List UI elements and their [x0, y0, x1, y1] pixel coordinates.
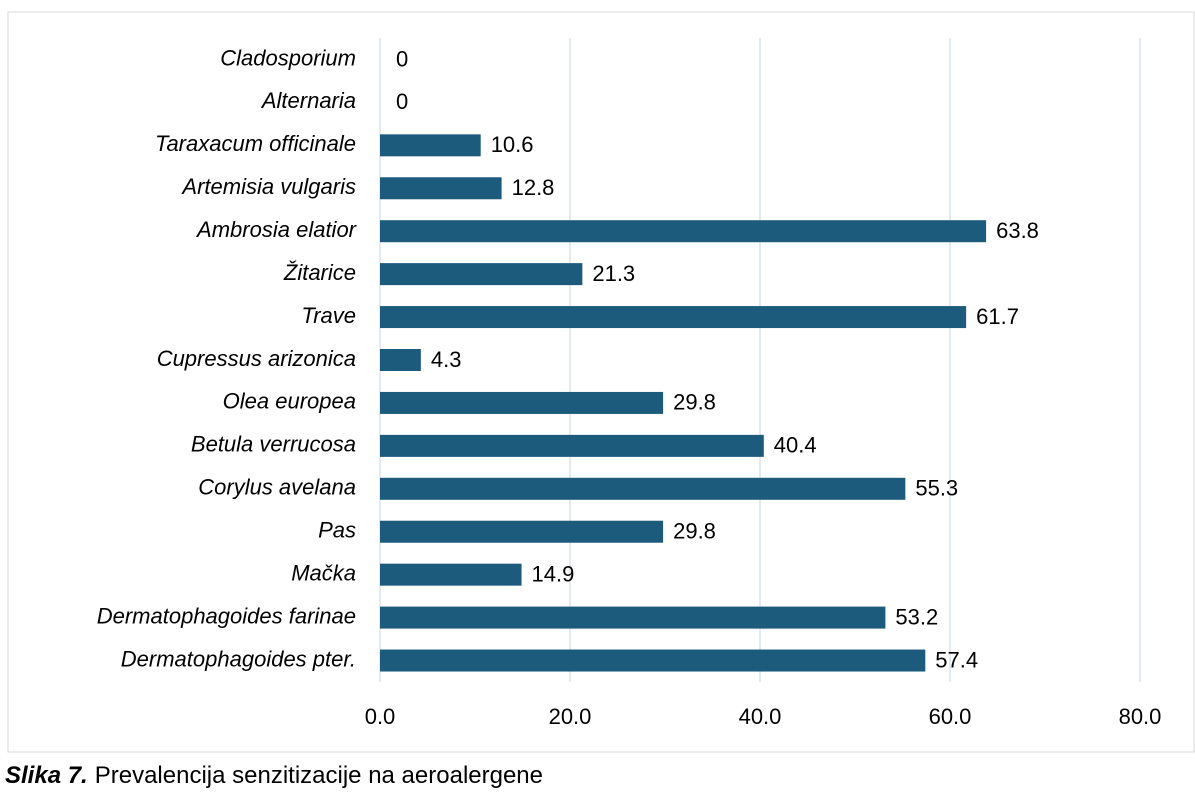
- y-tick-label: Žitarice: [283, 260, 356, 285]
- y-tick-label: Cladosporium: [220, 45, 356, 70]
- value-label: 55.3: [915, 476, 958, 501]
- y-tick-label: Betula verrucosa: [191, 432, 356, 457]
- value-label: 61.7: [976, 304, 1019, 329]
- bar: [380, 263, 583, 286]
- bar: [380, 349, 421, 371]
- value-label: 12.8: [512, 175, 555, 200]
- plot: 0.0 20.0 40.0 60.0 80.0 Cladosporium 0 Alternar…: [97, 38, 1162, 729]
- value-label: 14.9: [532, 561, 575, 586]
- y-tick-label: Corylus avelana: [198, 475, 356, 500]
- x-tick-label: 40.0: [739, 704, 782, 729]
- bar: [380, 477, 906, 500]
- value-label: 57.4: [935, 647, 978, 672]
- y-tick-label: Mačka: [291, 560, 356, 585]
- bar: [380, 134, 481, 157]
- y-tick-label: Cupressus arizonica: [157, 346, 356, 371]
- bar: [380, 434, 764, 457]
- bar: [380, 391, 664, 414]
- bar: [380, 606, 886, 629]
- x-tick-label: 80.0: [1119, 704, 1162, 729]
- value-label: 40.4: [774, 433, 817, 458]
- value-label: 53.2: [895, 604, 938, 629]
- bar: [380, 306, 967, 329]
- y-tick-label: Pas: [318, 518, 356, 543]
- value-label: 4.3: [431, 347, 462, 372]
- value-label: 0: [396, 46, 408, 71]
- y-tick-label: Trave: [301, 303, 356, 328]
- caption: Slika 7. Prevalencija senzitizacije na ae…: [5, 762, 543, 789]
- bar: [380, 649, 926, 672]
- x-tick-label: 20.0: [549, 704, 592, 729]
- bar: [380, 220, 987, 243]
- value-label: 21.3: [592, 261, 635, 286]
- bar: [380, 563, 522, 586]
- chart-border: [7, 11, 1195, 753]
- bar: [380, 520, 664, 543]
- y-tick-label: Olea europea: [223, 389, 356, 414]
- value-label: 63.8: [996, 218, 1039, 243]
- value-label: 29.8: [673, 519, 716, 544]
- x-tick-label: 60.0: [929, 704, 972, 729]
- y-tick-label: Alternaria: [260, 88, 356, 113]
- y-tick-label: Dermatophagoides pter.: [121, 646, 356, 671]
- caption-label: Slika 7.: [5, 762, 88, 789]
- x-tick-label: 0.0: [365, 704, 396, 729]
- bar: [380, 177, 502, 200]
- caption-text: Prevalencija senzitizacije na aeroalerge…: [95, 762, 543, 789]
- y-tick-label: Taraxacum officinale: [155, 131, 356, 156]
- value-label: 0: [396, 89, 408, 114]
- y-tick-label: Dermatophagoides farinae: [97, 603, 356, 628]
- y-tick-label: Artemisia vulgaris: [180, 174, 356, 199]
- value-label: 29.8: [673, 390, 716, 415]
- value-label: 10.6: [491, 132, 534, 157]
- y-tick-label: Ambrosia elatior: [195, 217, 358, 242]
